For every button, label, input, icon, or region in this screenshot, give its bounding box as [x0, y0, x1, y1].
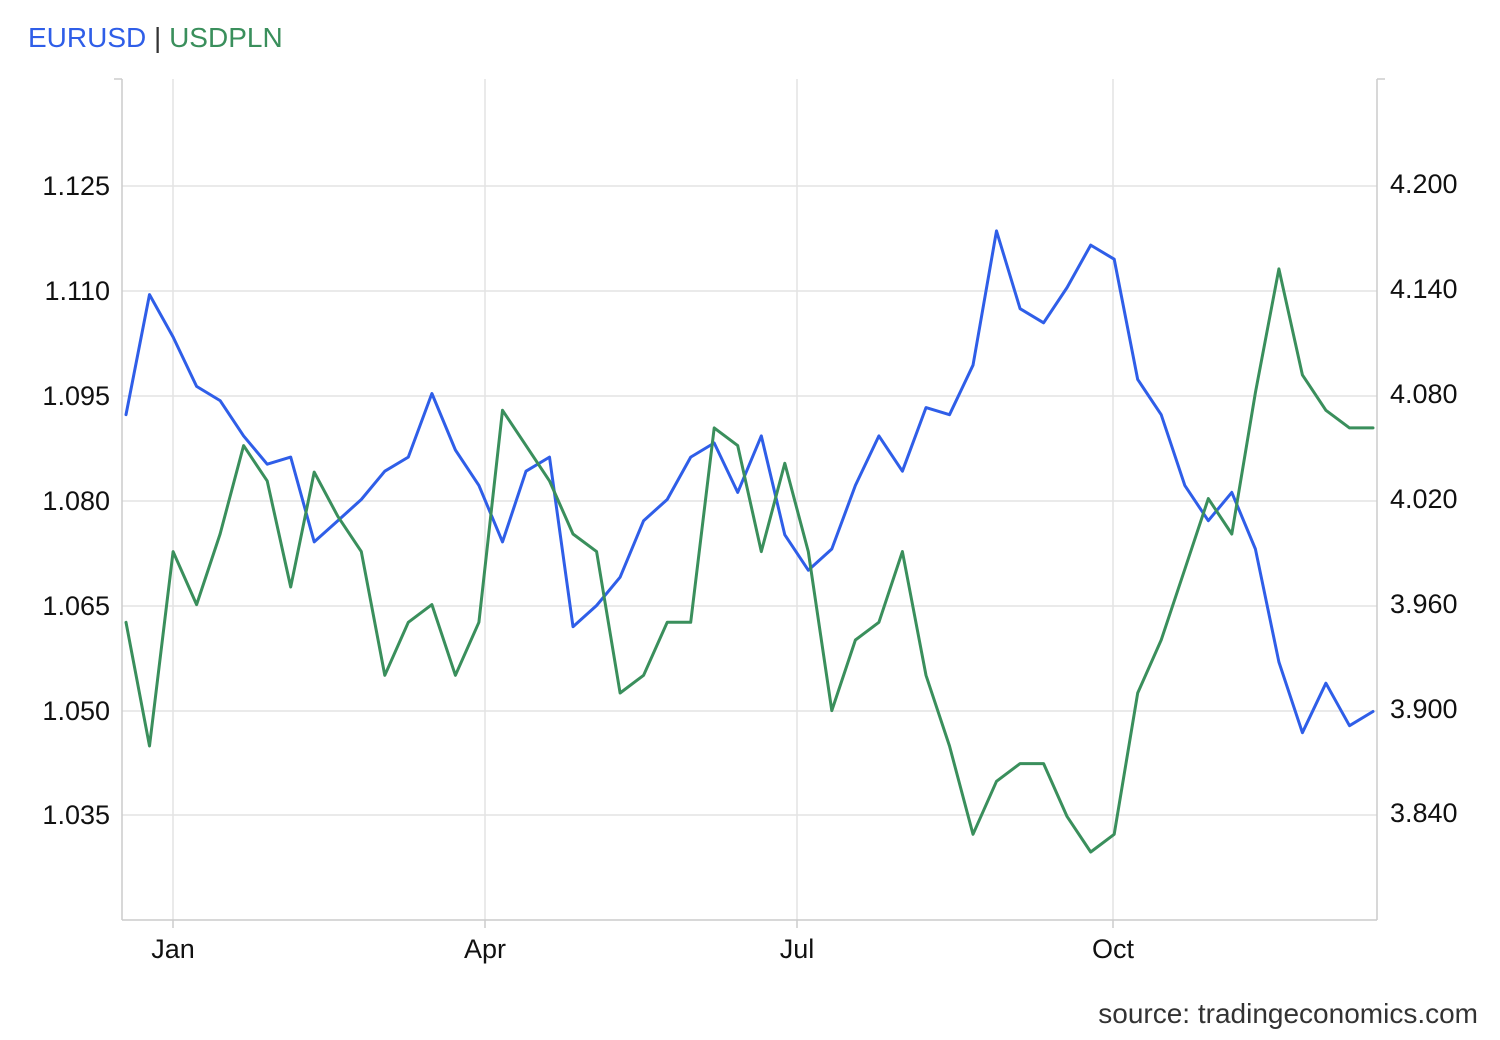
left-tick-label-1: 1.110 — [44, 276, 110, 306]
right-tick-label-2: 4.080 — [1390, 379, 1458, 409]
eurusd-line — [124, 229, 1375, 735]
left-tick-label-4: 1.065 — [42, 591, 110, 621]
left-tick-label-6: 1.035 — [42, 800, 110, 830]
x-tick-label-jul: Jul — [780, 934, 815, 964]
right-tick-label-4: 3.960 — [1390, 589, 1458, 619]
right-tick-label-1: 4.140 — [1390, 274, 1458, 304]
right-tick-label-3: 4.020 — [1390, 484, 1458, 514]
left-tick-label-5: 1.050 — [42, 696, 110, 726]
x-tick-label-apr: Apr — [464, 934, 506, 964]
x-tick-label-jan: Jan — [151, 934, 195, 964]
source-credit: source: tradingeconomics.com — [1098, 998, 1478, 1029]
chart-legend: EURUSD | USDPLN — [28, 22, 283, 54]
legend-separator: | — [154, 22, 162, 53]
left-tick-label-0: 1.125 — [42, 171, 110, 201]
x-tick-label-oct: Oct — [1092, 934, 1135, 964]
usdpln-line — [124, 267, 1375, 854]
left-tick-label-2: 1.095 — [42, 381, 110, 411]
legend-eurusd[interactable]: EURUSD — [28, 22, 147, 53]
legend-usdpln[interactable]: USDPLN — [169, 22, 283, 53]
right-tick-label-0: 4.200 — [1390, 169, 1458, 199]
left-tick-label-3: 1.080 — [42, 486, 110, 516]
right-tick-label-6: 3.840 — [1390, 798, 1458, 828]
right-tick-label-5: 3.900 — [1390, 694, 1458, 724]
